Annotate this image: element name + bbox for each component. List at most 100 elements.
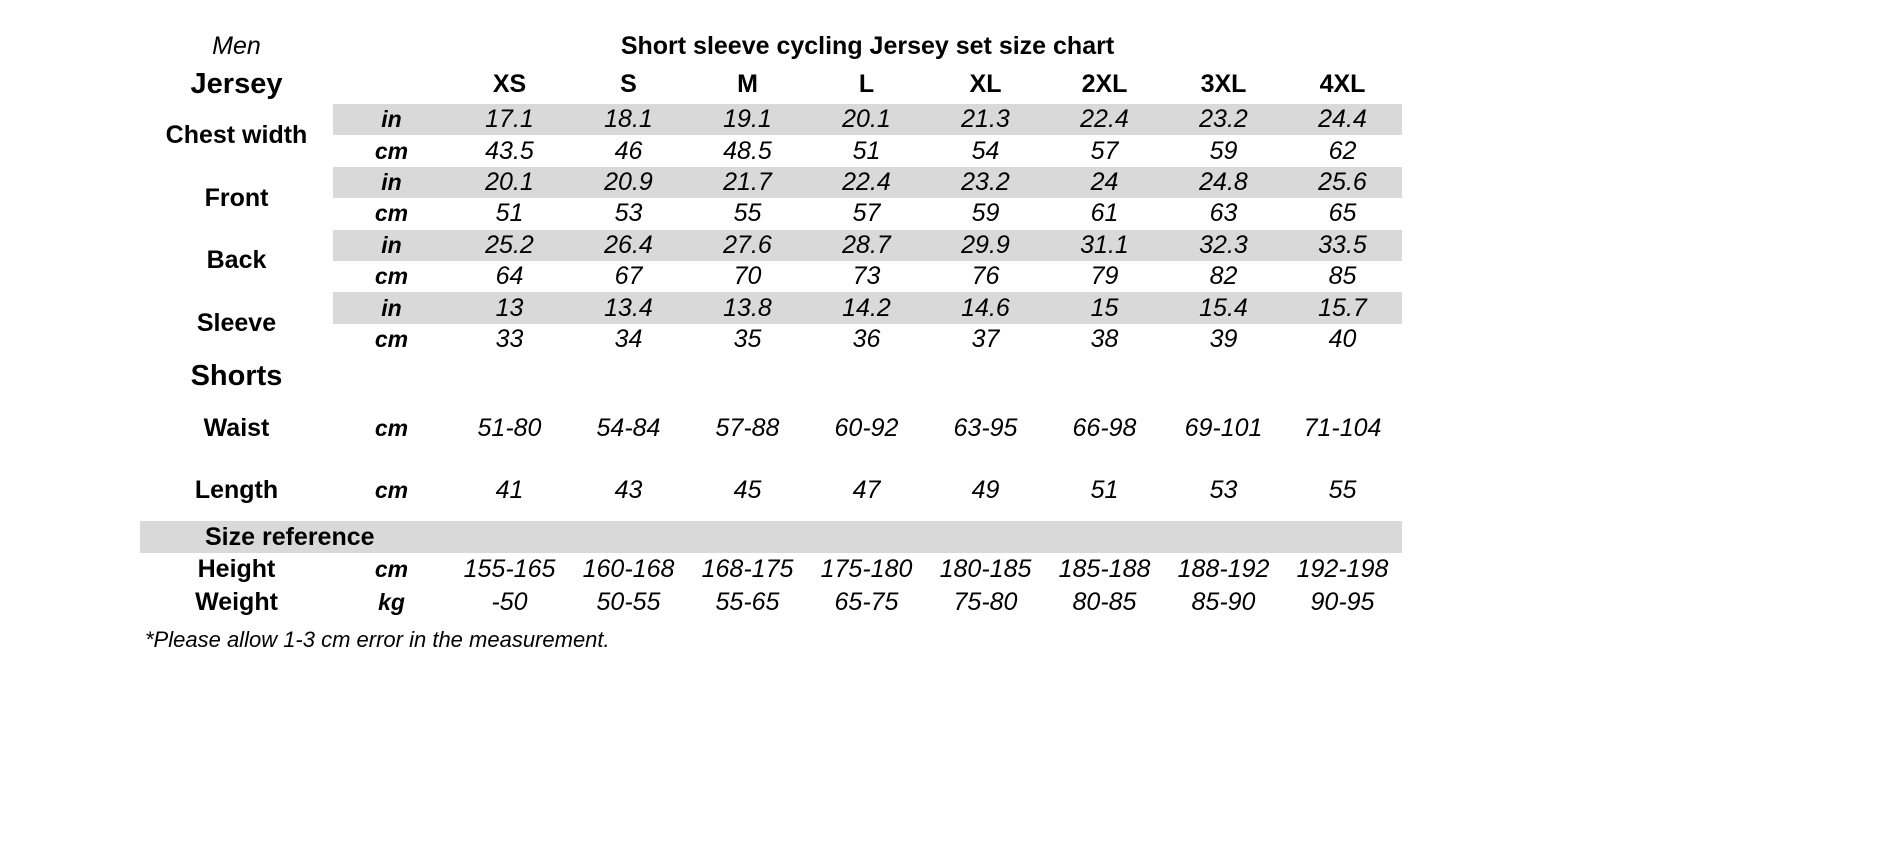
table-cell-back-in-l: 28.7	[807, 229, 926, 261]
table-cell-sleeve-cm-xl: 37	[971, 324, 1000, 353]
table-cell-sleeve-in-3xl: 15.4	[1164, 292, 1283, 324]
table-cell-height-m: 168-175	[701, 555, 794, 584]
table-cell-length-xs: 41	[495, 475, 524, 504]
table-cell-chest-width-cm-3xl: 59	[1209, 136, 1238, 165]
row-label-chest-width: Chest width	[165, 120, 308, 149]
table-cell-sleeve-in-2xl: 15	[1045, 292, 1164, 324]
table-cell-front-in-xl: 23.2	[926, 166, 1045, 199]
table-cell-back-cm-xl: 76	[971, 262, 1000, 291]
table-cell-chest-width-cm-m: 48.5	[723, 136, 772, 165]
table-cell-back-cm-4xl: 85	[1328, 262, 1357, 291]
row-label-sleeve: Sleeve	[196, 309, 277, 338]
table-cell-front-in-s: 20.9	[569, 166, 688, 199]
table-cell-chest-width-in-s: 18.1	[569, 104, 688, 136]
unit-label-weight-kg: kg	[378, 589, 405, 616]
table-cell-height-4xl: 192-198	[1296, 555, 1389, 584]
table-cell-chest-width-cm-4xl: 62	[1328, 136, 1357, 165]
table-cell-back-cm-m: 70	[733, 262, 762, 291]
unit-label-waist-cm: cm	[374, 414, 409, 441]
table-cell-chest-width-in-xs: 17.1	[450, 104, 569, 136]
table-cell-sleeve-in-m: 13.8	[688, 292, 807, 324]
chart-title: Short sleeve cycling Jersey set size cha…	[620, 31, 1115, 60]
table-cell-back-in-s: 26.4	[569, 229, 688, 261]
row-label-back: Back	[206, 246, 267, 275]
table-cell-front-in-4xl: 25.6	[1283, 166, 1402, 199]
column-header-xs: XS	[492, 69, 527, 98]
unit-label-height-cm: cm	[374, 556, 409, 583]
section-label-shorts: Shorts	[190, 359, 283, 392]
table-cell-length-4xl: 55	[1328, 475, 1357, 504]
column-header-xl: XL	[969, 69, 1002, 98]
table-cell-sleeve-cm-4xl: 40	[1328, 324, 1357, 353]
table-cell-front-cm-3xl: 63	[1209, 199, 1238, 228]
table-cell-front-cm-xs: 51	[495, 199, 524, 228]
row-label-length: Length	[194, 475, 279, 504]
table-cell-weight-m: 55-65	[715, 588, 780, 617]
table-cell-sleeve-in-4xl: 15.7	[1283, 292, 1402, 324]
table-cell-back-in-2xl: 31.1	[1045, 229, 1164, 261]
column-header-3xl: 3XL	[1200, 69, 1247, 98]
table-cell-height-s: 160-168	[582, 555, 675, 584]
table-cell-weight-2xl: 80-85	[1072, 588, 1137, 617]
table-cell-chest-width-in-3xl: 23.2	[1164, 104, 1283, 136]
table-cell-sleeve-cm-3xl: 39	[1209, 324, 1238, 353]
table-cell-sleeve-cm-m: 35	[733, 324, 762, 353]
table-cell-sleeve-cm-2xl: 38	[1090, 324, 1119, 353]
table-cell-waist-m: 57-88	[715, 413, 780, 442]
table-cell-height-2xl: 185-188	[1058, 555, 1151, 584]
table-cell-back-cm-2xl: 79	[1090, 262, 1119, 291]
table-cell-front-cm-xl: 59	[971, 199, 1000, 228]
table-cell-waist-2xl: 66-98	[1072, 413, 1137, 442]
table-cell-length-2xl: 51	[1090, 475, 1119, 504]
table-cell-weight-3xl: 85-90	[1191, 588, 1256, 617]
table-cell-waist-4xl: 71-104	[1303, 413, 1382, 442]
table-cell-waist-3xl: 69-101	[1184, 413, 1263, 442]
column-header-2xl: 2XL	[1081, 69, 1128, 98]
table-cell-waist-xl: 63-95	[953, 413, 1018, 442]
table-cell-chest-width-in-4xl: 24.4	[1283, 104, 1402, 136]
footnote: *Please allow 1-3 cm error in the measur…	[145, 627, 610, 653]
table-cell-length-m: 45	[733, 475, 762, 504]
table-cell-weight-4xl: 90-95	[1310, 588, 1375, 617]
table-cell-sleeve-cm-l: 36	[852, 324, 881, 353]
table-cell-height-l: 175-180	[820, 555, 913, 584]
unit-label-back-in: in	[333, 229, 450, 261]
table-cell-sleeve-in-l: 14.2	[807, 292, 926, 324]
table-cell-sleeve-in-s: 13.4	[569, 292, 688, 324]
table-cell-chest-width-cm-xs: 43.5	[485, 136, 534, 165]
table-cell-weight-s: 50-55	[596, 588, 661, 617]
table-cell-chest-width-in-2xl: 22.4	[1045, 104, 1164, 136]
table-cell-back-cm-l: 73	[852, 262, 881, 291]
table-cell-back-in-m: 27.6	[688, 229, 807, 261]
table-cell-weight-l: 65-75	[834, 588, 899, 617]
unit-label-back-cm: cm	[374, 263, 409, 290]
gender-label: Men	[212, 31, 261, 60]
table-cell-height-xl: 180-185	[939, 555, 1032, 584]
table-cell-length-s: 43	[614, 475, 643, 504]
table-cell-back-in-4xl: 33.5	[1283, 229, 1402, 261]
unit-label-sleeve-in: in	[333, 292, 450, 324]
table-cell-waist-l: 60-92	[834, 413, 899, 442]
row-label-height: Height	[197, 555, 276, 584]
unit-label-chest-width-cm: cm	[374, 137, 409, 164]
table-cell-chest-width-cm-2xl: 57	[1090, 136, 1119, 165]
table-cell-front-cm-2xl: 61	[1090, 199, 1119, 228]
size-chart-table: Men Short sleeve cycling Jersey set size …	[140, 28, 1402, 661]
unit-label-length-cm: cm	[374, 476, 409, 503]
table-cell-back-in-xl: 29.9	[926, 229, 1045, 261]
table-cell-front-in-2xl: 24	[1045, 166, 1164, 199]
table-cell-chest-width-cm-l: 51	[852, 136, 881, 165]
table-cell-front-in-m: 21.7	[688, 166, 807, 199]
table-cell-front-in-3xl: 24.8	[1164, 166, 1283, 199]
table-cell-sleeve-in-xl: 14.6	[926, 292, 1045, 324]
row-label-waist: Waist	[203, 413, 270, 442]
table-cell-front-in-xs: 20.1	[450, 166, 569, 199]
table-cell-chest-width-in-xl: 21.3	[926, 104, 1045, 136]
table-cell-chest-width-in-l: 20.1	[807, 104, 926, 136]
column-header-s: S	[620, 69, 637, 98]
section-label-jersey: Jersey	[190, 67, 283, 100]
table-cell-weight-xl: 75-80	[953, 588, 1018, 617]
table-cell-back-cm-3xl: 82	[1209, 262, 1238, 291]
table-cell-sleeve-cm-xs: 33	[495, 324, 524, 353]
table-cell-waist-s: 54-84	[596, 413, 661, 442]
